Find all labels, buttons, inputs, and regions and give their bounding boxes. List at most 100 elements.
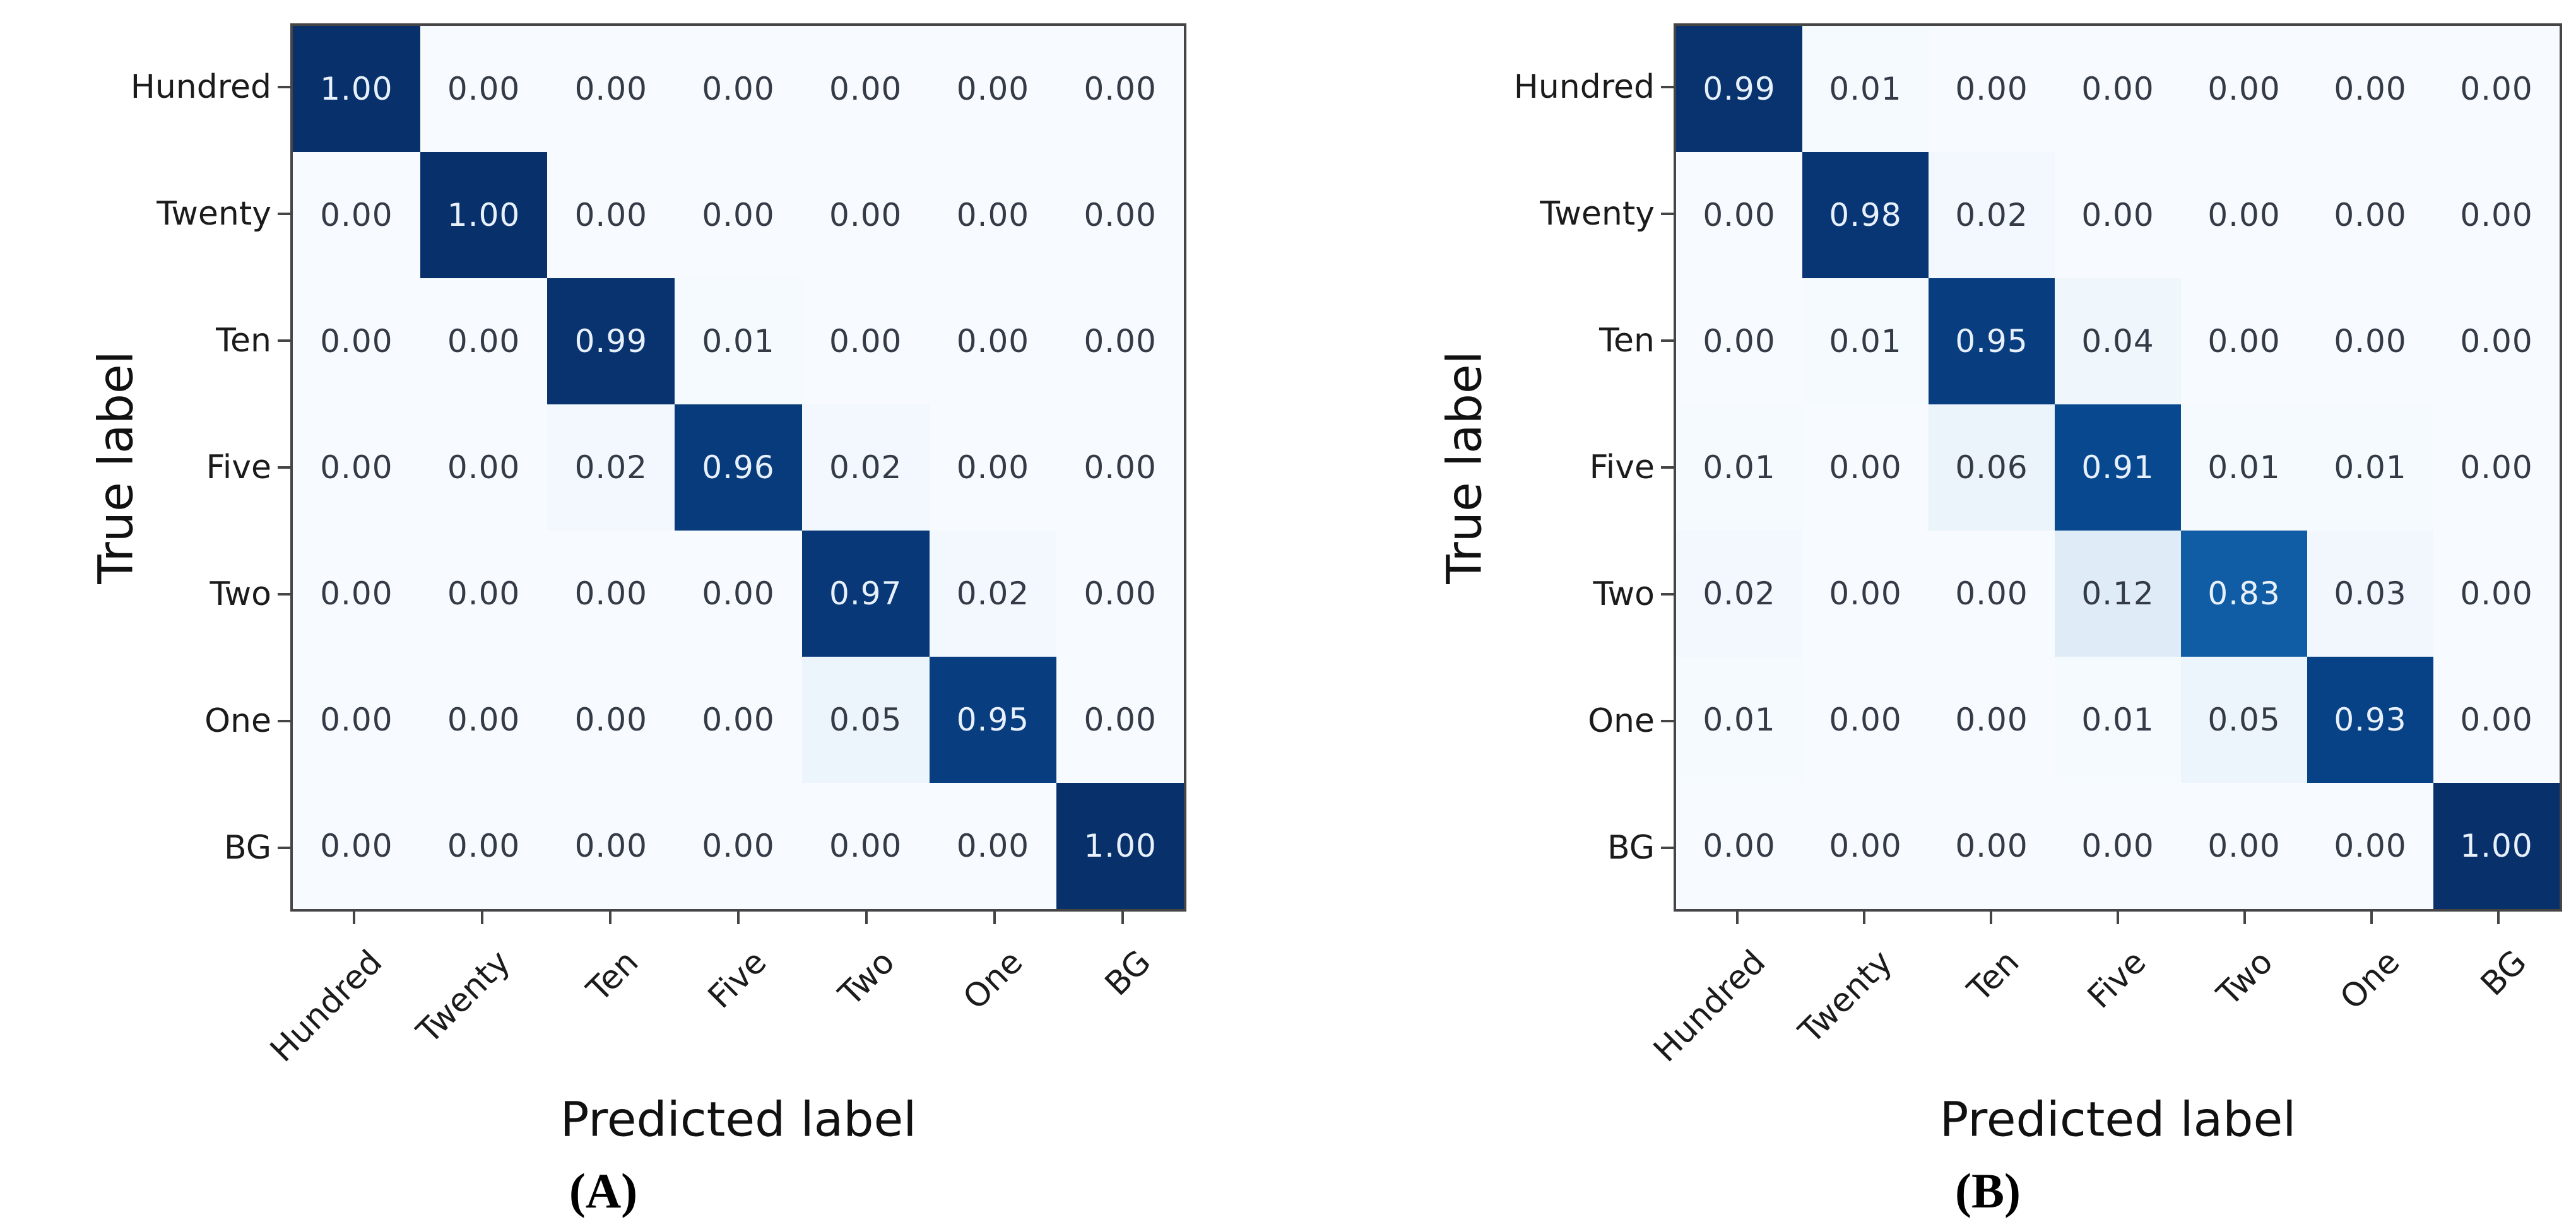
axes-box-b: 0.99 0.01 0.00 0.00 0.00 0.00 0.00 0.00 0.98 0.02… <box>1674 23 2562 912</box>
matrix-cell: 0.00 <box>547 152 675 278</box>
matrix-cell: 0.00 <box>547 657 675 783</box>
y-tick-mark <box>1661 847 1674 850</box>
matrix-cell: 0.00 <box>1929 657 2055 783</box>
matrix-cell: 0.91 <box>2055 404 2181 531</box>
matrix-cell: 0.00 <box>929 783 1057 909</box>
matrix-cell: 0.12 <box>2055 531 2181 657</box>
y-tick-label: Five <box>206 449 271 486</box>
matrix-cell: 0.00 <box>2433 531 2560 657</box>
y-tick-mark <box>278 85 290 88</box>
y-tick-label: One <box>1588 702 1655 741</box>
matrix-cell: 0.00 <box>420 783 548 909</box>
matrix-cell: 0.00 <box>420 26 548 152</box>
x-tick-mark <box>609 912 612 924</box>
y-tick-mark <box>278 339 290 342</box>
matrix-cell: 0.00 <box>1676 152 1802 278</box>
y-tick-label: Twenty <box>1540 194 1655 233</box>
matrix-cell: 0.00 <box>675 26 802 152</box>
matrix-cell: 0.02 <box>1929 152 2055 278</box>
matrix-cell: 0.00 <box>801 26 930 152</box>
y-tick-mark <box>278 847 290 850</box>
x-tick-mark <box>1989 912 1992 924</box>
matrix-cell: 0.00 <box>2055 152 2181 278</box>
matrix-cell: 0.00 <box>2433 26 2560 152</box>
x-tick-label: One <box>2333 943 2408 1018</box>
matrix-cell: 0.00 <box>547 26 675 152</box>
matrix-cell: 0.00 <box>1802 531 1929 657</box>
x-tick-mark <box>2497 912 2500 924</box>
matrix-cell: 0.00 <box>420 657 548 783</box>
y-tick-mark <box>278 720 290 723</box>
panel-caption-b: (B) <box>1955 1163 2021 1218</box>
x-tick-label: Five <box>2080 943 2154 1016</box>
matrix-cell: 0.01 <box>675 278 802 404</box>
matrix-cell: 0.00 <box>929 278 1057 404</box>
matrix-cell: 0.00 <box>293 404 420 531</box>
matrix-cell: 0.00 <box>675 531 802 657</box>
matrix-cell: 0.00 <box>1056 657 1184 783</box>
matrix-cell: 0.99 <box>1676 26 1802 152</box>
matrix-cell: 0.00 <box>293 152 420 278</box>
matrix-cell: 0.00 <box>2433 404 2560 531</box>
matrix-cell: 0.00 <box>2055 783 2181 909</box>
matrix-cell: 0.00 <box>675 783 802 909</box>
matrix-cell: 0.00 <box>2433 278 2560 404</box>
matrix-cell: 0.00 <box>2433 657 2560 783</box>
matrix-cell: 0.00 <box>1676 783 1802 909</box>
matrix-cell: 0.00 <box>1802 783 1929 909</box>
matrix-cell: 0.00 <box>1802 657 1929 783</box>
matrix-cell: 0.00 <box>2307 783 2433 909</box>
y-tick-mark <box>278 466 290 469</box>
y-tick-mark <box>1661 466 1674 469</box>
matrix-cell: 0.00 <box>420 278 548 404</box>
matrix-cell: 0.01 <box>1802 26 1929 152</box>
matrix-cell: 0.00 <box>801 278 930 404</box>
axes-box-a: 1.00 0.00 0.00 0.00 0.00 0.00 0.00 0.00 1.00 0.00… <box>290 23 1186 912</box>
matrix-cell: 0.06 <box>1929 404 2055 531</box>
matrix-cell: 0.83 <box>2181 531 2307 657</box>
y-tick-mark <box>1661 212 1674 215</box>
matrix-cell: 0.00 <box>1802 404 1929 531</box>
x-tick-label: Hundred <box>1646 943 1773 1070</box>
matrix-cell: 0.00 <box>293 657 420 783</box>
x-tick-mark <box>737 912 740 924</box>
y-tick-label: Hundred <box>1513 68 1655 106</box>
matrix-cell: 0.97 <box>801 531 930 657</box>
matrix-cell: 0.00 <box>1929 783 2055 909</box>
matrix-cell: 0.04 <box>2055 278 2181 404</box>
matrix-cell: 0.05 <box>2181 657 2307 783</box>
matrix-cell: 0.00 <box>1056 278 1184 404</box>
matrix-cell: 0.00 <box>420 404 548 531</box>
matrix-cell: 0.98 <box>1802 152 1929 278</box>
matrix-cell: 0.00 <box>1056 26 1184 152</box>
x-tick-mark <box>865 912 868 924</box>
matrix-cell: 0.02 <box>1676 531 1802 657</box>
x-axis-title-b: Predicted label <box>1939 1091 2296 1148</box>
y-tick-label: One <box>204 702 271 741</box>
matrix-cell: 0.95 <box>1929 278 2055 404</box>
matrix-cell: 0.00 <box>2181 278 2307 404</box>
matrix-cell: 0.00 <box>1929 26 2055 152</box>
matrix-cell: 0.00 <box>2181 152 2307 278</box>
x-axis-title-a: Predicted label <box>560 1091 917 1148</box>
y-tick-label: Twenty <box>157 194 271 233</box>
matrix-cell: 0.00 <box>2307 152 2433 278</box>
matrix-cell: 0.01 <box>2055 657 2181 783</box>
matrix-cell: 0.00 <box>2307 278 2433 404</box>
x-tick-label: Two <box>2210 943 2281 1014</box>
matrix-cell: 0.00 <box>2433 152 2560 278</box>
y-tick-mark <box>1661 720 1674 723</box>
matrix-cell: 0.00 <box>2055 26 2181 152</box>
matrix-cell: 1.00 <box>420 152 548 278</box>
y-tick-label: Two <box>1593 575 1655 614</box>
heatmap-grid-b: 0.99 0.01 0.00 0.00 0.00 0.00 0.00 0.00 0.98 0.02… <box>1676 26 2560 909</box>
matrix-cell: 0.01 <box>1676 404 1802 531</box>
matrix-cell: 0.01 <box>1676 657 1802 783</box>
y-tick-label: Hundred <box>130 68 271 106</box>
x-tick-mark <box>2370 912 2373 924</box>
matrix-cell: 0.00 <box>1056 404 1184 531</box>
x-tick-mark <box>1862 912 1865 924</box>
y-tick-mark <box>1661 593 1674 596</box>
x-tick-mark <box>1121 912 1124 924</box>
